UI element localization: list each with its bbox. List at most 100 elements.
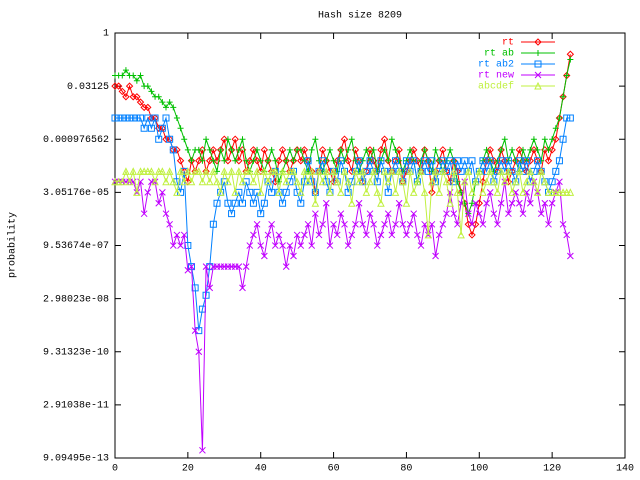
point-marker (169, 242, 177, 249)
point-marker (559, 135, 567, 143)
x-tick-label: 120 (543, 464, 561, 475)
point-marker (497, 167, 505, 175)
point-marker (388, 231, 396, 239)
point-marker (224, 136, 231, 143)
point-marker (439, 146, 447, 154)
point-marker (290, 252, 297, 260)
point-marker (249, 146, 258, 154)
point-marker (475, 167, 484, 175)
point-marker (358, 167, 367, 175)
point-marker (391, 188, 400, 196)
point-marker (311, 199, 320, 207)
point-marker (257, 210, 265, 218)
point-marker (526, 157, 534, 165)
point-marker (249, 199, 257, 207)
point-marker (399, 220, 407, 228)
point-marker (511, 177, 520, 186)
point-marker (432, 252, 439, 260)
point-marker (311, 188, 319, 196)
point-marker (523, 157, 531, 165)
point-marker (118, 87, 126, 96)
point-marker (282, 177, 291, 186)
point-marker (355, 177, 363, 186)
point-marker (519, 210, 527, 218)
point-marker (257, 167, 265, 176)
point-marker (436, 157, 443, 164)
point-marker (166, 135, 174, 143)
point-marker (414, 231, 421, 239)
point-marker (425, 157, 432, 164)
point-marker (490, 177, 498, 186)
point-marker (133, 77, 140, 84)
point-marker (556, 178, 563, 186)
point-marker (260, 199, 268, 207)
point-marker (377, 157, 385, 165)
point-marker (177, 125, 184, 132)
point-marker (501, 157, 509, 165)
point-marker (162, 177, 170, 186)
point-marker (272, 157, 279, 164)
point-marker (205, 177, 214, 186)
point-marker (322, 199, 330, 207)
point-marker (319, 157, 327, 165)
point-marker (286, 146, 293, 153)
point-marker (563, 72, 570, 79)
point-marker (148, 88, 155, 95)
point-marker (505, 210, 512, 218)
point-marker (449, 167, 458, 175)
point-marker (206, 157, 214, 165)
point-marker (465, 210, 472, 218)
point-marker (238, 177, 247, 186)
point-marker (453, 188, 462, 196)
point-marker (264, 177, 272, 186)
point-marker (158, 167, 167, 175)
point-marker (421, 220, 428, 228)
point-marker (450, 157, 457, 164)
point-marker (231, 188, 240, 196)
point-marker (337, 146, 344, 153)
legend-label: rt ab2 (478, 59, 514, 71)
point-marker (261, 252, 268, 260)
y-tick-label: 0.000976562 (43, 135, 109, 146)
point-marker (326, 146, 333, 153)
point-marker (144, 114, 152, 122)
point-marker (417, 167, 425, 175)
point-marker (534, 60, 542, 68)
point-marker (188, 263, 195, 271)
point-marker (194, 167, 203, 175)
point-marker (137, 72, 144, 79)
point-marker (348, 231, 356, 239)
point-marker (337, 157, 345, 165)
point-marker (424, 167, 432, 175)
point-marker (290, 157, 297, 164)
point-marker (318, 177, 327, 186)
point-marker (250, 231, 257, 239)
point-marker (535, 50, 541, 56)
point-marker (301, 231, 308, 239)
point-marker (170, 104, 177, 111)
point-marker (359, 220, 367, 228)
point-marker (300, 167, 309, 175)
point-marker (275, 188, 283, 196)
y-tick-label: 9.31323e-10 (43, 347, 109, 358)
point-marker (254, 146, 261, 153)
point-marker (377, 199, 385, 207)
point-marker (533, 188, 542, 196)
point-marker (337, 210, 345, 218)
point-marker (471, 177, 480, 186)
point-marker (184, 242, 192, 250)
point-marker (217, 146, 224, 153)
point-marker (439, 220, 447, 228)
point-marker (257, 157, 264, 164)
point-marker (563, 231, 571, 239)
point-marker (402, 157, 410, 165)
legend-label: rt (502, 38, 514, 49)
y-tick-label: 2.91038e-11 (43, 401, 109, 412)
x-tick-label: 80 (400, 464, 412, 475)
point-marker (243, 157, 250, 164)
point-marker (417, 242, 425, 249)
point-marker (340, 167, 349, 175)
point-marker (143, 167, 152, 175)
point-marker (424, 230, 433, 239)
